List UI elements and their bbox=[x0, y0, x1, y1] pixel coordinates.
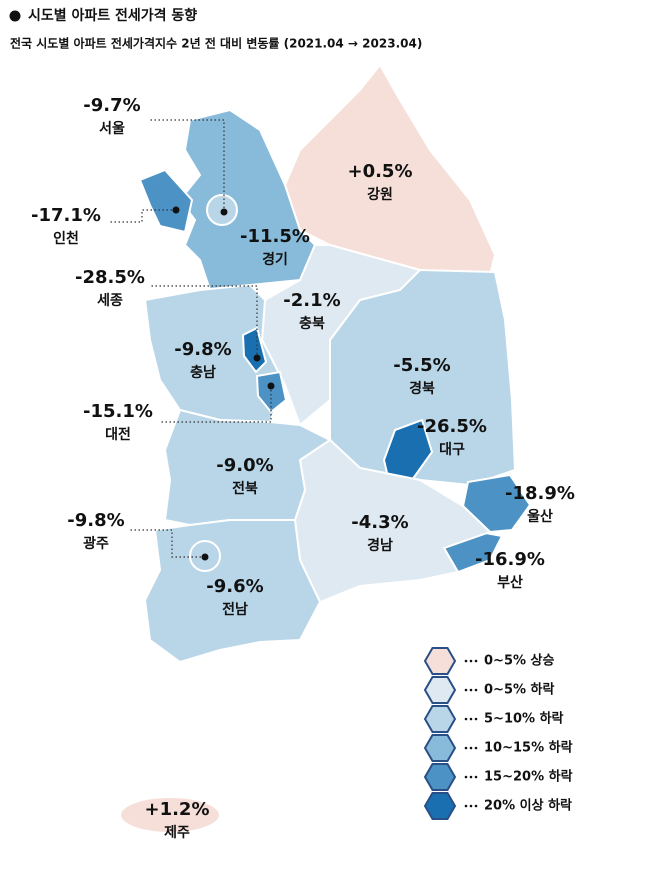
title-bullet bbox=[9, 10, 21, 22]
legend-label: 15~20% 하락 bbox=[484, 769, 573, 785]
region-name: 대구 bbox=[439, 442, 465, 458]
title: 시도별 아파트 전세가격 동향 bbox=[28, 7, 197, 24]
legend-label: 20% 이상 하락 bbox=[484, 798, 572, 814]
region-name: 경기 bbox=[262, 251, 288, 268]
legend-label: 10~15% 하락 bbox=[484, 740, 573, 756]
legend-dots bbox=[474, 775, 478, 779]
legend-dots bbox=[469, 717, 473, 721]
region-name: 강원 bbox=[367, 186, 393, 203]
leader-line bbox=[160, 386, 272, 423]
region-name: 경북 bbox=[409, 380, 435, 397]
region bbox=[143, 519, 322, 664]
region-value: -18.9% bbox=[505, 483, 575, 504]
legend-label: 0~5% 하락 bbox=[484, 682, 554, 698]
legend-label: 0~5% 상승 bbox=[484, 654, 554, 669]
legend-dots bbox=[464, 746, 468, 750]
legend-swatch bbox=[423, 647, 457, 675]
region-labels: +0.5% 강원 -11.5% 경기 -9.7% 서울 -17.1% 인천 -2.1% 충북 -9.… bbox=[31, 95, 575, 841]
region-name: 전남 bbox=[222, 601, 248, 618]
legend-dots bbox=[464, 804, 468, 808]
region-name: 울산 bbox=[527, 508, 553, 525]
region-name: 충북 bbox=[299, 316, 325, 332]
region-name: 대전 bbox=[105, 426, 131, 443]
region bbox=[119, 796, 221, 834]
region-name: 제주 bbox=[164, 825, 190, 841]
legend-swatch bbox=[423, 705, 457, 733]
subtitle: 전국 시도별 아파트 전세가격지수 2년 전 대비 변동률 (2021.04 →… bbox=[10, 36, 422, 51]
region-value: -4.3% bbox=[351, 512, 408, 533]
leader-line bbox=[150, 119, 225, 212]
region-name: 경남 bbox=[367, 537, 393, 554]
legend-dots bbox=[474, 746, 478, 750]
region-value: -9.7% bbox=[83, 95, 140, 116]
legend-dots bbox=[474, 659, 478, 663]
legend-dots bbox=[474, 688, 478, 692]
region-value: -17.1% bbox=[31, 205, 101, 226]
region-name: 전북 bbox=[232, 480, 258, 497]
point bbox=[267, 382, 275, 390]
region-value: -9.8% bbox=[67, 510, 124, 531]
point bbox=[253, 354, 261, 362]
legend-swatch bbox=[423, 734, 457, 762]
leader-line bbox=[150, 285, 258, 358]
region-value: -9.8% bbox=[174, 339, 231, 360]
legend-dots bbox=[464, 688, 468, 692]
legend-dots bbox=[469, 688, 473, 692]
region-value: -2.1% bbox=[283, 290, 340, 311]
region-value: -28.5% bbox=[75, 267, 145, 288]
legend-dots bbox=[469, 746, 473, 750]
point bbox=[201, 553, 209, 561]
region-value: +1.2% bbox=[144, 799, 209, 820]
region-name: 부산 bbox=[497, 574, 523, 591]
legend-dots bbox=[469, 775, 473, 779]
legend-dots bbox=[469, 804, 473, 808]
legend-swatch bbox=[423, 763, 457, 791]
legend-dots bbox=[464, 659, 468, 663]
legend: 0~5% 상승 0~5% 하락 5~10% 하락 10~15% 하락 15~20% 하락… bbox=[423, 647, 573, 820]
region-value: -5.5% bbox=[393, 355, 450, 376]
region bbox=[163, 408, 332, 527]
leader-line bbox=[110, 209, 176, 223]
legend-dots bbox=[464, 775, 468, 779]
legend-dots bbox=[464, 717, 468, 721]
leaders bbox=[110, 119, 275, 561]
region-value: -9.0% bbox=[216, 455, 273, 476]
region bbox=[241, 326, 268, 374]
region-value: -11.5% bbox=[240, 226, 310, 247]
region-value: -16.9% bbox=[475, 549, 545, 570]
legend-dots bbox=[474, 717, 478, 721]
legend-label: 5~10% 하락 bbox=[484, 711, 564, 727]
region-name: 세종 bbox=[97, 293, 123, 309]
point bbox=[220, 208, 228, 216]
region-name: 서울 bbox=[99, 120, 125, 137]
legend-dots bbox=[469, 659, 473, 663]
map bbox=[119, 63, 532, 834]
point bbox=[172, 206, 180, 214]
region-name: 인천 bbox=[53, 230, 79, 247]
region-name: 충남 bbox=[190, 364, 216, 381]
region-value: +0.5% bbox=[347, 161, 412, 182]
region-name: 광주 bbox=[83, 535, 109, 552]
region-value: -15.1% bbox=[83, 401, 153, 422]
region-value: -9.6% bbox=[206, 576, 263, 597]
region bbox=[138, 168, 194, 234]
legend-swatch bbox=[423, 792, 457, 820]
region bbox=[255, 370, 288, 414]
leader-line bbox=[130, 529, 205, 558]
legend-dots bbox=[474, 804, 478, 808]
legend-swatch bbox=[423, 676, 457, 704]
region-value: -26.5% bbox=[417, 416, 487, 437]
